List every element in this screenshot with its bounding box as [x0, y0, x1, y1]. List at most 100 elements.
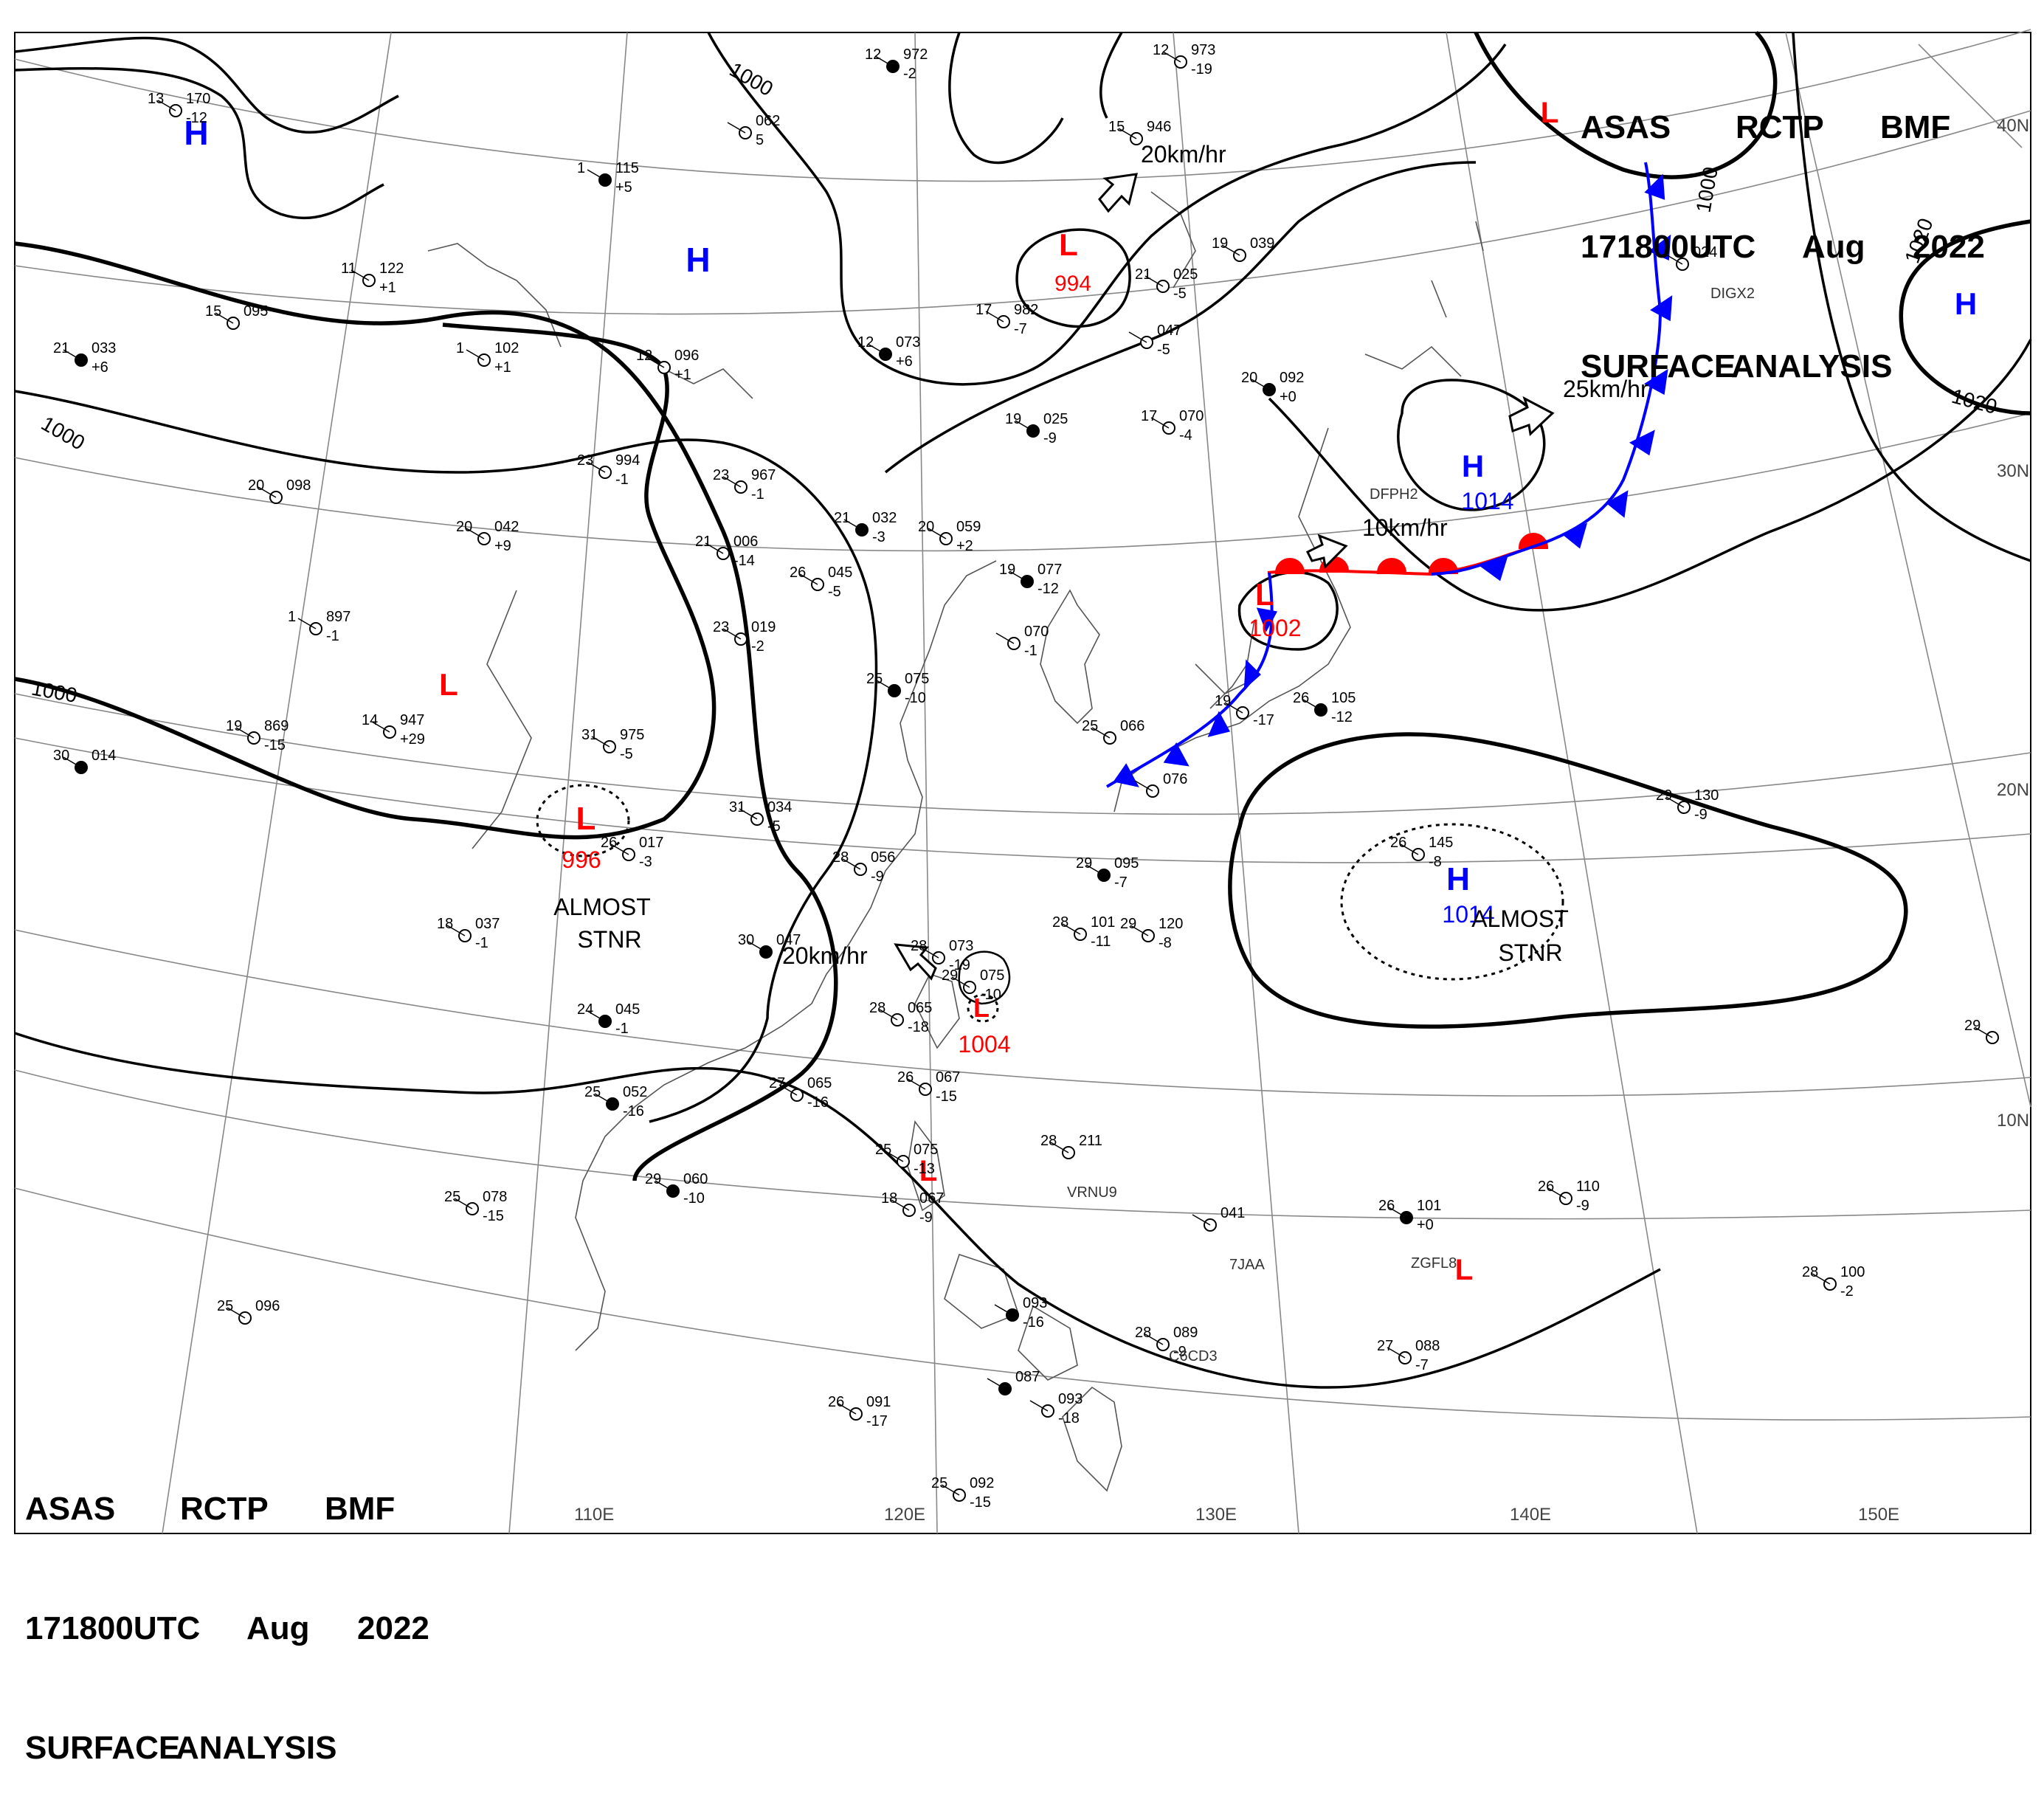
wind-barb [1130, 925, 1149, 936]
station-temp: 19 [1212, 235, 1228, 252]
station-pressure: 211 [1079, 1133, 1102, 1149]
station-temp: 17 [1141, 408, 1157, 424]
station-pressure: 025 [1043, 411, 1068, 427]
wind-barb [1085, 864, 1105, 876]
wind-barb [646, 356, 665, 368]
wind-barb [351, 269, 370, 281]
station-tendency: -8 [1429, 854, 1442, 870]
header-word: SURFACE [1581, 348, 1736, 384]
wind-barb [879, 1009, 898, 1021]
station-plot: 26 101 +0 [1378, 1198, 1441, 1233]
wind-barb [1221, 244, 1240, 256]
movement-arrows [894, 173, 1555, 981]
station-tendency: -5 [828, 584, 841, 600]
wind-barb [1251, 379, 1270, 390]
station-temp: 1 [577, 160, 585, 176]
station-plot: 26 145 -8 [1390, 835, 1453, 870]
station-temp: 29 [1656, 787, 1672, 804]
dotted-ring-1014 [1340, 823, 1564, 981]
station-pressure: 946 [1147, 119, 1171, 135]
station-tendency: -1 [615, 472, 629, 488]
wind-barb [1015, 420, 1034, 432]
station-tendency: +0 [1280, 389, 1297, 405]
station-plot: 26 091 -17 [828, 1394, 891, 1429]
pressure-center-symbol: L [576, 801, 596, 837]
station-pressure: 042 [494, 519, 519, 535]
station-plot: 31 975 -5 [581, 727, 644, 762]
station-temp: 28 [1135, 1325, 1151, 1341]
wind-barb [995, 632, 1015, 644]
header-word: 2022 [1913, 229, 1985, 265]
wind-barb [1118, 128, 1137, 139]
station-temp: 29 [1964, 1018, 1981, 1034]
movement-arrow-1 [1098, 173, 1138, 213]
station-temp: 25 [444, 1189, 460, 1205]
station-plot: 15 946 [1108, 119, 1171, 145]
dotted-ring-1004 [967, 993, 999, 1023]
wind-barb [1224, 702, 1243, 714]
station-pressure: 110 [1576, 1179, 1600, 1195]
wind-barb [1387, 1347, 1406, 1359]
station-temp: 19 [1215, 693, 1231, 709]
wind-barb [1974, 1027, 1993, 1038]
station-plot: 28 089 -9 [1135, 1325, 1198, 1360]
wind-barb [215, 312, 234, 324]
station-temp: 30 [738, 932, 754, 948]
pressure-center-symbol: L [919, 1155, 937, 1187]
station-pressure: 967 [751, 467, 776, 483]
station-temp: 20 [248, 477, 264, 494]
station-tendency: -5 [620, 746, 633, 762]
station-plot: 14 947 +29 [362, 712, 425, 748]
wind-barb [928, 528, 947, 539]
station-pressure: 006 [733, 534, 758, 550]
isobar-kansai [1237, 570, 1339, 651]
header-word: BMF [1880, 109, 1951, 145]
station-temp: 17 [976, 302, 992, 318]
station-plot: 1 102 +1 [456, 340, 519, 376]
station-tendency: -5 [1157, 342, 1170, 358]
station-temp: 21 [1135, 266, 1151, 283]
station-temp: 27 [769, 1075, 785, 1091]
station-pressure: 100 [1840, 1264, 1865, 1280]
station-tendency: -9 [1694, 807, 1708, 823]
isobar-1000-right [1474, 30, 1778, 179]
wind-barb [1812, 1273, 1831, 1285]
station-temp: 26 [601, 835, 617, 851]
wind-barb [454, 1198, 473, 1210]
station-temp: 18 [881, 1190, 897, 1207]
station-temp: 26 [1538, 1179, 1554, 1195]
station-pressure: 062 [756, 113, 780, 129]
station-plot: 29 095 -7 [1076, 855, 1139, 891]
movement-speed: 10km/hr [1362, 514, 1448, 541]
pressure-centers: H H L 994 L H L L 996 H 1014 L 1002 H 10… [184, 97, 1977, 1286]
wind-barb [778, 1084, 798, 1096]
station-tendency: +2 [956, 538, 973, 554]
station-tendency: -1 [475, 935, 488, 951]
dotted-ring-996 [536, 784, 630, 858]
wind-barb [1091, 727, 1111, 739]
pressure-center-symbol: H [1462, 449, 1484, 483]
lon-label: 120E [884, 1505, 925, 1525]
station-tendency: -1 [615, 1021, 629, 1037]
station-pressure: 102 [494, 340, 519, 356]
station-tendency: -7 [1014, 321, 1027, 337]
movement-arrow-4 [894, 943, 937, 981]
station-tendency: -18 [908, 1019, 929, 1035]
station-temp: 28 [1040, 1133, 1057, 1149]
isobar-south [14, 1032, 1661, 1389]
station-tendency: -17 [1253, 712, 1274, 728]
station-temp: 28 [911, 938, 927, 954]
station-plot: 25 096 [217, 1298, 280, 1325]
station-pressure: 047 [1157, 322, 1181, 339]
station-pressure: 075 [980, 967, 1004, 984]
header-word: 171800UTC [1581, 229, 1756, 265]
station-tendency: -19 [1191, 61, 1212, 77]
station-pressure: 087 [1015, 1369, 1040, 1385]
station-plot: 25 052 -16 [584, 1084, 647, 1119]
station-plot: 29 060 -10 [645, 1171, 708, 1207]
station-plot: 15 095 [205, 303, 268, 330]
station-plot: 23 019 -2 [713, 619, 776, 655]
station-plot: 041 [1192, 1205, 1245, 1232]
wind-barb [727, 122, 746, 134]
station-pressure: 066 [1120, 718, 1144, 734]
